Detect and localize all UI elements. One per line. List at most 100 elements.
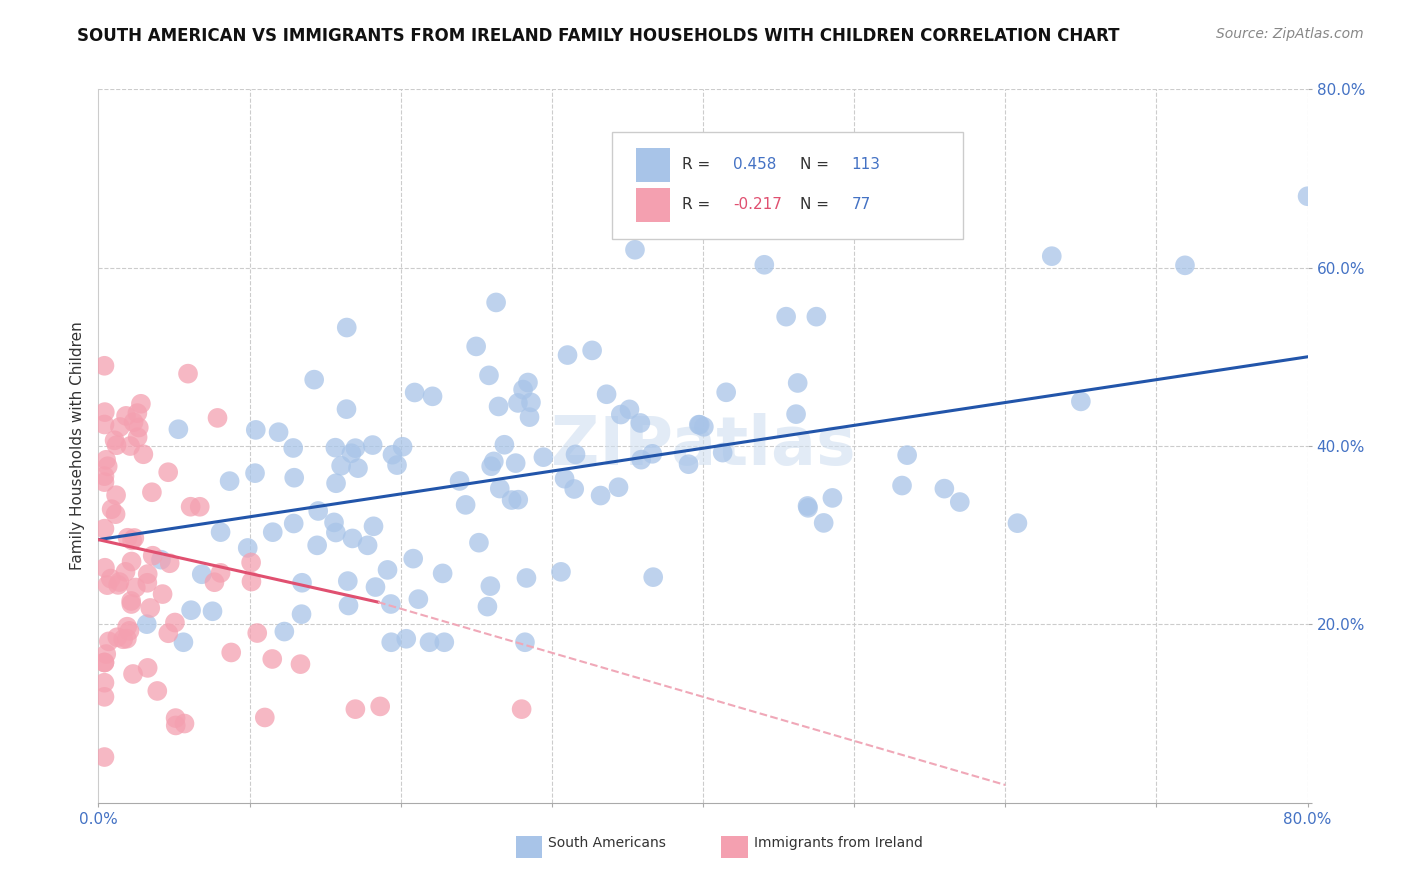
Point (454, 498, 477, 512)
Point (1296, 189, 1319, 203)
Point (531, 450, 554, 464)
Point (519, 410, 541, 425)
Point (468, 535, 491, 549)
Point (501, 493, 523, 508)
Point (488, 482, 510, 496)
Point (97, 634, 120, 648)
Point (246, 626, 269, 640)
Point (136, 567, 159, 582)
Point (934, 482, 956, 496)
Text: 77: 77 (852, 197, 870, 212)
Point (595, 387, 617, 401)
Point (240, 574, 263, 589)
Point (693, 419, 716, 434)
Point (115, 409, 138, 423)
Point (207, 410, 229, 425)
Point (163, 615, 186, 630)
Point (129, 397, 152, 411)
Point (478, 368, 501, 383)
Point (96, 578, 118, 592)
Point (891, 478, 914, 492)
Point (377, 563, 399, 577)
Point (177, 367, 200, 381)
Point (132, 447, 155, 461)
Point (449, 474, 471, 488)
Point (245, 423, 267, 437)
Point (209, 566, 232, 580)
Point (344, 702, 367, 716)
Point (336, 574, 359, 588)
Point (124, 531, 146, 545)
Point (785, 407, 807, 421)
Point (1040, 249, 1063, 263)
Point (364, 580, 387, 594)
Point (290, 657, 312, 672)
Point (325, 441, 347, 455)
Point (100, 502, 122, 516)
Point (643, 570, 665, 584)
Point (775, 310, 797, 324)
Point (165, 718, 187, 732)
Point (136, 575, 159, 590)
Point (813, 516, 835, 530)
Point (619, 402, 641, 417)
Point (209, 525, 232, 540)
Point (240, 556, 263, 570)
Point (562, 482, 585, 496)
Point (122, 415, 145, 429)
Point (335, 402, 357, 417)
Point (344, 441, 367, 455)
Point (1007, 516, 1029, 531)
Point (337, 599, 360, 613)
Point (283, 471, 305, 485)
Point (554, 472, 576, 486)
Point (714, 385, 737, 400)
Point (515, 571, 537, 585)
Text: 0.458: 0.458 (734, 157, 776, 172)
Point (157, 465, 180, 479)
Point (356, 538, 378, 552)
Point (506, 396, 529, 410)
Point (107, 578, 129, 592)
Point (821, 491, 844, 505)
Point (120, 439, 142, 453)
Point (93, 359, 115, 373)
Point (505, 456, 527, 470)
Point (385, 458, 408, 472)
Point (283, 441, 305, 455)
Point (108, 575, 131, 590)
Point (589, 489, 612, 503)
Point (323, 516, 346, 530)
Point (121, 533, 143, 548)
Point (117, 531, 139, 545)
Text: 113: 113 (852, 157, 880, 172)
Point (557, 348, 579, 362)
Point (520, 395, 543, 409)
Text: N =: N = (800, 197, 828, 212)
FancyBboxPatch shape (721, 836, 748, 858)
Point (508, 492, 530, 507)
Point (100, 572, 122, 586)
Point (290, 607, 312, 622)
Point (391, 440, 413, 454)
Point (678, 457, 700, 471)
Point (114, 565, 136, 579)
Point (624, 243, 647, 257)
Point (94, 560, 117, 574)
Point (190, 567, 212, 582)
Point (307, 538, 329, 552)
Point (342, 532, 364, 546)
Point (340, 446, 363, 460)
Point (128, 420, 150, 434)
Point (380, 635, 402, 649)
Point (105, 438, 128, 452)
Point (949, 495, 972, 509)
Point (108, 420, 131, 434)
Point (139, 601, 162, 615)
Point (127, 406, 149, 420)
Point (243, 466, 266, 480)
Point (127, 430, 149, 444)
FancyBboxPatch shape (613, 132, 963, 239)
Point (550, 565, 572, 579)
Point (402, 551, 425, 566)
